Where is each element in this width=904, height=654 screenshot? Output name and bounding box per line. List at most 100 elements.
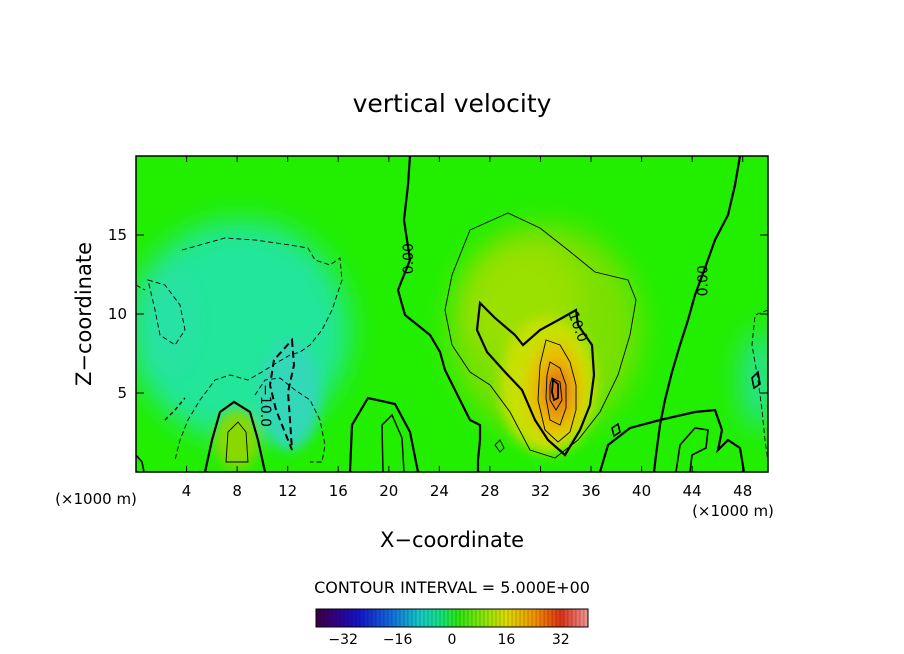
x-tick-label: 40	[632, 482, 651, 500]
colorbar-cell	[508, 609, 513, 627]
colorbar-cell	[368, 609, 373, 627]
x-tick-label: 32	[531, 482, 550, 500]
colorbar-cell	[528, 609, 533, 627]
contour-negative-5-upper	[174, 237, 343, 461]
colorbar-cell	[460, 609, 465, 627]
contour-negative-5-right-edge	[751, 309, 768, 463]
colorbar-cell	[576, 609, 581, 627]
y-axis: 5 10 15	[108, 226, 768, 402]
contour-zero-low-mid-inner	[381, 413, 405, 472]
y-tick-label: 10	[108, 305, 127, 323]
contour-zero-central	[396, 156, 482, 472]
colorbar-cell	[440, 609, 445, 627]
colorbar-cell	[480, 609, 485, 627]
colorbar-tick-label: 32	[552, 632, 570, 648]
colorbar-cell	[328, 609, 333, 627]
colorbar-cell	[340, 609, 345, 627]
contour-positive-5	[444, 212, 637, 459]
contour-small-loop-c	[751, 370, 761, 390]
colorbar-cell	[500, 609, 505, 627]
colorbar-frame	[315, 608, 589, 628]
contour-interval-text: CONTOUR INTERVAL = 5.000E+00	[314, 578, 590, 597]
colorbar-cell	[548, 609, 553, 627]
colorbar-cell	[428, 609, 433, 627]
colorbar-cell	[452, 609, 457, 627]
colorbar-cell	[572, 609, 577, 627]
contour-negative-10	[268, 337, 296, 451]
contour-zero-right	[652, 156, 742, 472]
contour-positive-25	[549, 377, 563, 411]
colorbar-cell	[380, 609, 385, 627]
contour-label-text: 0.00	[695, 265, 711, 296]
colorbar-cell	[408, 609, 413, 627]
colorbar-tick-label: 16	[497, 632, 515, 648]
colorbar-cell	[324, 609, 329, 627]
colorbar-cell	[520, 609, 525, 627]
contour-label-text: 0.00	[401, 243, 417, 274]
contour-zero-low-right-loop	[675, 427, 709, 472]
y-axis-label: Z−coordinate	[72, 242, 96, 386]
colorbar-cell	[416, 609, 421, 627]
colorbar-cell	[424, 609, 429, 627]
colorbar-cell	[564, 609, 569, 627]
colorbar-cell	[556, 609, 561, 627]
colorbar-cell	[412, 609, 417, 627]
colorbar-cell	[396, 609, 401, 627]
colorbar-cell	[436, 609, 441, 627]
colorbar-cell	[524, 609, 529, 627]
colorbar-cell	[468, 609, 473, 627]
contour-zero-low-mid	[348, 396, 420, 472]
colorbar-cell	[492, 609, 497, 627]
colorbar-cell	[320, 609, 325, 627]
colorbar-cell	[360, 609, 365, 627]
colorbar-cell	[496, 609, 501, 627]
contour-positive-20	[545, 361, 567, 426]
x-unit-right: (×1000 m)	[692, 502, 774, 520]
colorbar-cell	[400, 609, 405, 627]
colorbar-cell	[420, 609, 425, 627]
colorbar-cell	[536, 609, 541, 627]
colorbar-ticks: −32 −16 0 16 32	[328, 632, 569, 648]
x-tick-label: 8	[232, 482, 242, 500]
colorbar-cell	[336, 609, 341, 627]
contour-negative-5-edge	[136, 284, 146, 291]
colorbar-tick-label: 0	[448, 632, 457, 648]
colorbar-cell	[544, 609, 549, 627]
x-tick-label: 28	[480, 482, 499, 500]
x-unit-left: (×1000 m)	[55, 490, 137, 508]
contour-negative-small-left	[164, 397, 186, 421]
colorbar-cell	[404, 609, 409, 627]
x-tick-label: 20	[379, 482, 398, 500]
contour-zero-left-edge	[136, 454, 145, 472]
chart-title: vertical velocity	[353, 89, 552, 118]
colorbar-cell	[472, 609, 477, 627]
colorbar-cell	[384, 609, 389, 627]
field-positive-low-left	[215, 410, 259, 470]
contour-positive-30	[551, 378, 559, 402]
contour-label: −10.0	[257, 384, 273, 427]
colorbar-cell	[580, 609, 585, 627]
contour-negative-5-lower	[254, 377, 326, 463]
colorbar-cell	[464, 609, 469, 627]
x-tick-label: 4	[182, 482, 192, 500]
x-tick-label: 12	[278, 482, 297, 500]
contour-label: 0.00	[401, 243, 417, 274]
colorbar-cell	[512, 609, 517, 627]
colorbar-cell	[316, 609, 321, 627]
field-negative-low-left	[136, 260, 200, 380]
x-tick-label: 48	[733, 482, 752, 500]
y-tick-label: 15	[108, 226, 127, 244]
colorbar-cell	[484, 609, 489, 627]
colorbar-cell	[504, 609, 509, 627]
colorbar-cell	[584, 609, 589, 627]
colorbar-tick-label: −16	[383, 632, 413, 648]
y-tick-label: 5	[117, 384, 127, 402]
colorbar-cell	[372, 609, 377, 627]
colorbar-tick-label: −32	[328, 632, 358, 648]
colorbar-cell	[448, 609, 453, 627]
colorbar-cell	[356, 609, 361, 627]
colorbar-cell	[352, 609, 357, 627]
contour-label: 0.00	[695, 265, 711, 296]
contour-zero-low-left	[203, 400, 267, 472]
